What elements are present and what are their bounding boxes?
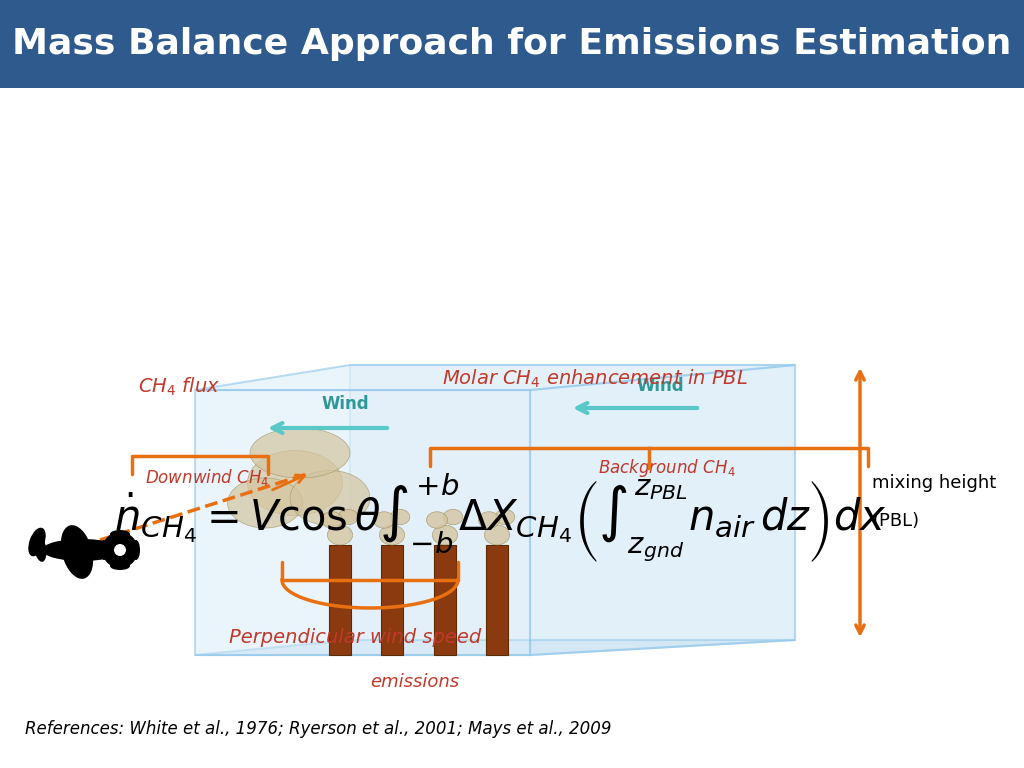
Text: Downwind CH$_4$: Downwind CH$_4$	[145, 468, 269, 488]
Ellipse shape	[443, 509, 463, 525]
Ellipse shape	[478, 511, 500, 528]
Text: Mass Balance Approach for Emissions Estimation: Mass Balance Approach for Emissions Esti…	[12, 27, 1012, 61]
Text: References: White et al., 1976; Ryerson et al., 2001; Mays et al., 2009: References: White et al., 1976; Ryerson …	[25, 720, 611, 738]
Ellipse shape	[42, 539, 122, 561]
Bar	[381, 545, 403, 655]
Ellipse shape	[227, 478, 302, 528]
Text: $\dot{n}_{CH_4} = V\cos\theta\int_{-b}^{+b}\Delta X_{CH_4}\left(\int_{z_{gnd}}^{: $\dot{n}_{CH_4} = V\cos\theta\int_{-b}^{…	[114, 471, 887, 565]
Polygon shape	[195, 640, 795, 655]
Ellipse shape	[248, 451, 342, 515]
Ellipse shape	[374, 511, 394, 528]
Ellipse shape	[484, 525, 510, 545]
Text: (PBL): (PBL)	[872, 512, 920, 530]
Ellipse shape	[380, 525, 404, 545]
Ellipse shape	[34, 535, 46, 562]
Text: Background CH$_4$: Background CH$_4$	[598, 457, 736, 479]
Ellipse shape	[29, 528, 46, 556]
Bar	[486, 545, 508, 655]
Ellipse shape	[60, 525, 93, 579]
Ellipse shape	[432, 525, 458, 545]
Text: mixing height: mixing height	[872, 474, 996, 492]
Bar	[0, 0, 1024, 88]
Polygon shape	[195, 365, 795, 390]
Ellipse shape	[496, 509, 515, 525]
Text: Wind: Wind	[636, 377, 684, 395]
Circle shape	[114, 544, 126, 556]
Ellipse shape	[110, 530, 130, 538]
Polygon shape	[195, 390, 530, 655]
Text: emissions: emissions	[371, 673, 460, 691]
Ellipse shape	[338, 509, 357, 525]
Ellipse shape	[390, 509, 410, 525]
Text: Molar CH$_4$ enhancement in PBL: Molar CH$_4$ enhancement in PBL	[442, 368, 748, 390]
Ellipse shape	[100, 540, 108, 560]
Bar	[329, 545, 351, 655]
Polygon shape	[350, 365, 795, 640]
Text: Perpendicular wind speed: Perpendicular wind speed	[229, 628, 481, 647]
Ellipse shape	[290, 471, 370, 525]
Ellipse shape	[328, 525, 352, 545]
Ellipse shape	[110, 562, 130, 570]
Bar	[434, 545, 456, 655]
Ellipse shape	[250, 428, 350, 478]
Circle shape	[102, 532, 138, 568]
Text: Wind: Wind	[322, 395, 369, 413]
Ellipse shape	[132, 540, 140, 560]
Polygon shape	[530, 365, 795, 655]
Ellipse shape	[427, 511, 447, 528]
Ellipse shape	[322, 511, 342, 528]
Text: CH$_4$ flux: CH$_4$ flux	[138, 376, 220, 398]
